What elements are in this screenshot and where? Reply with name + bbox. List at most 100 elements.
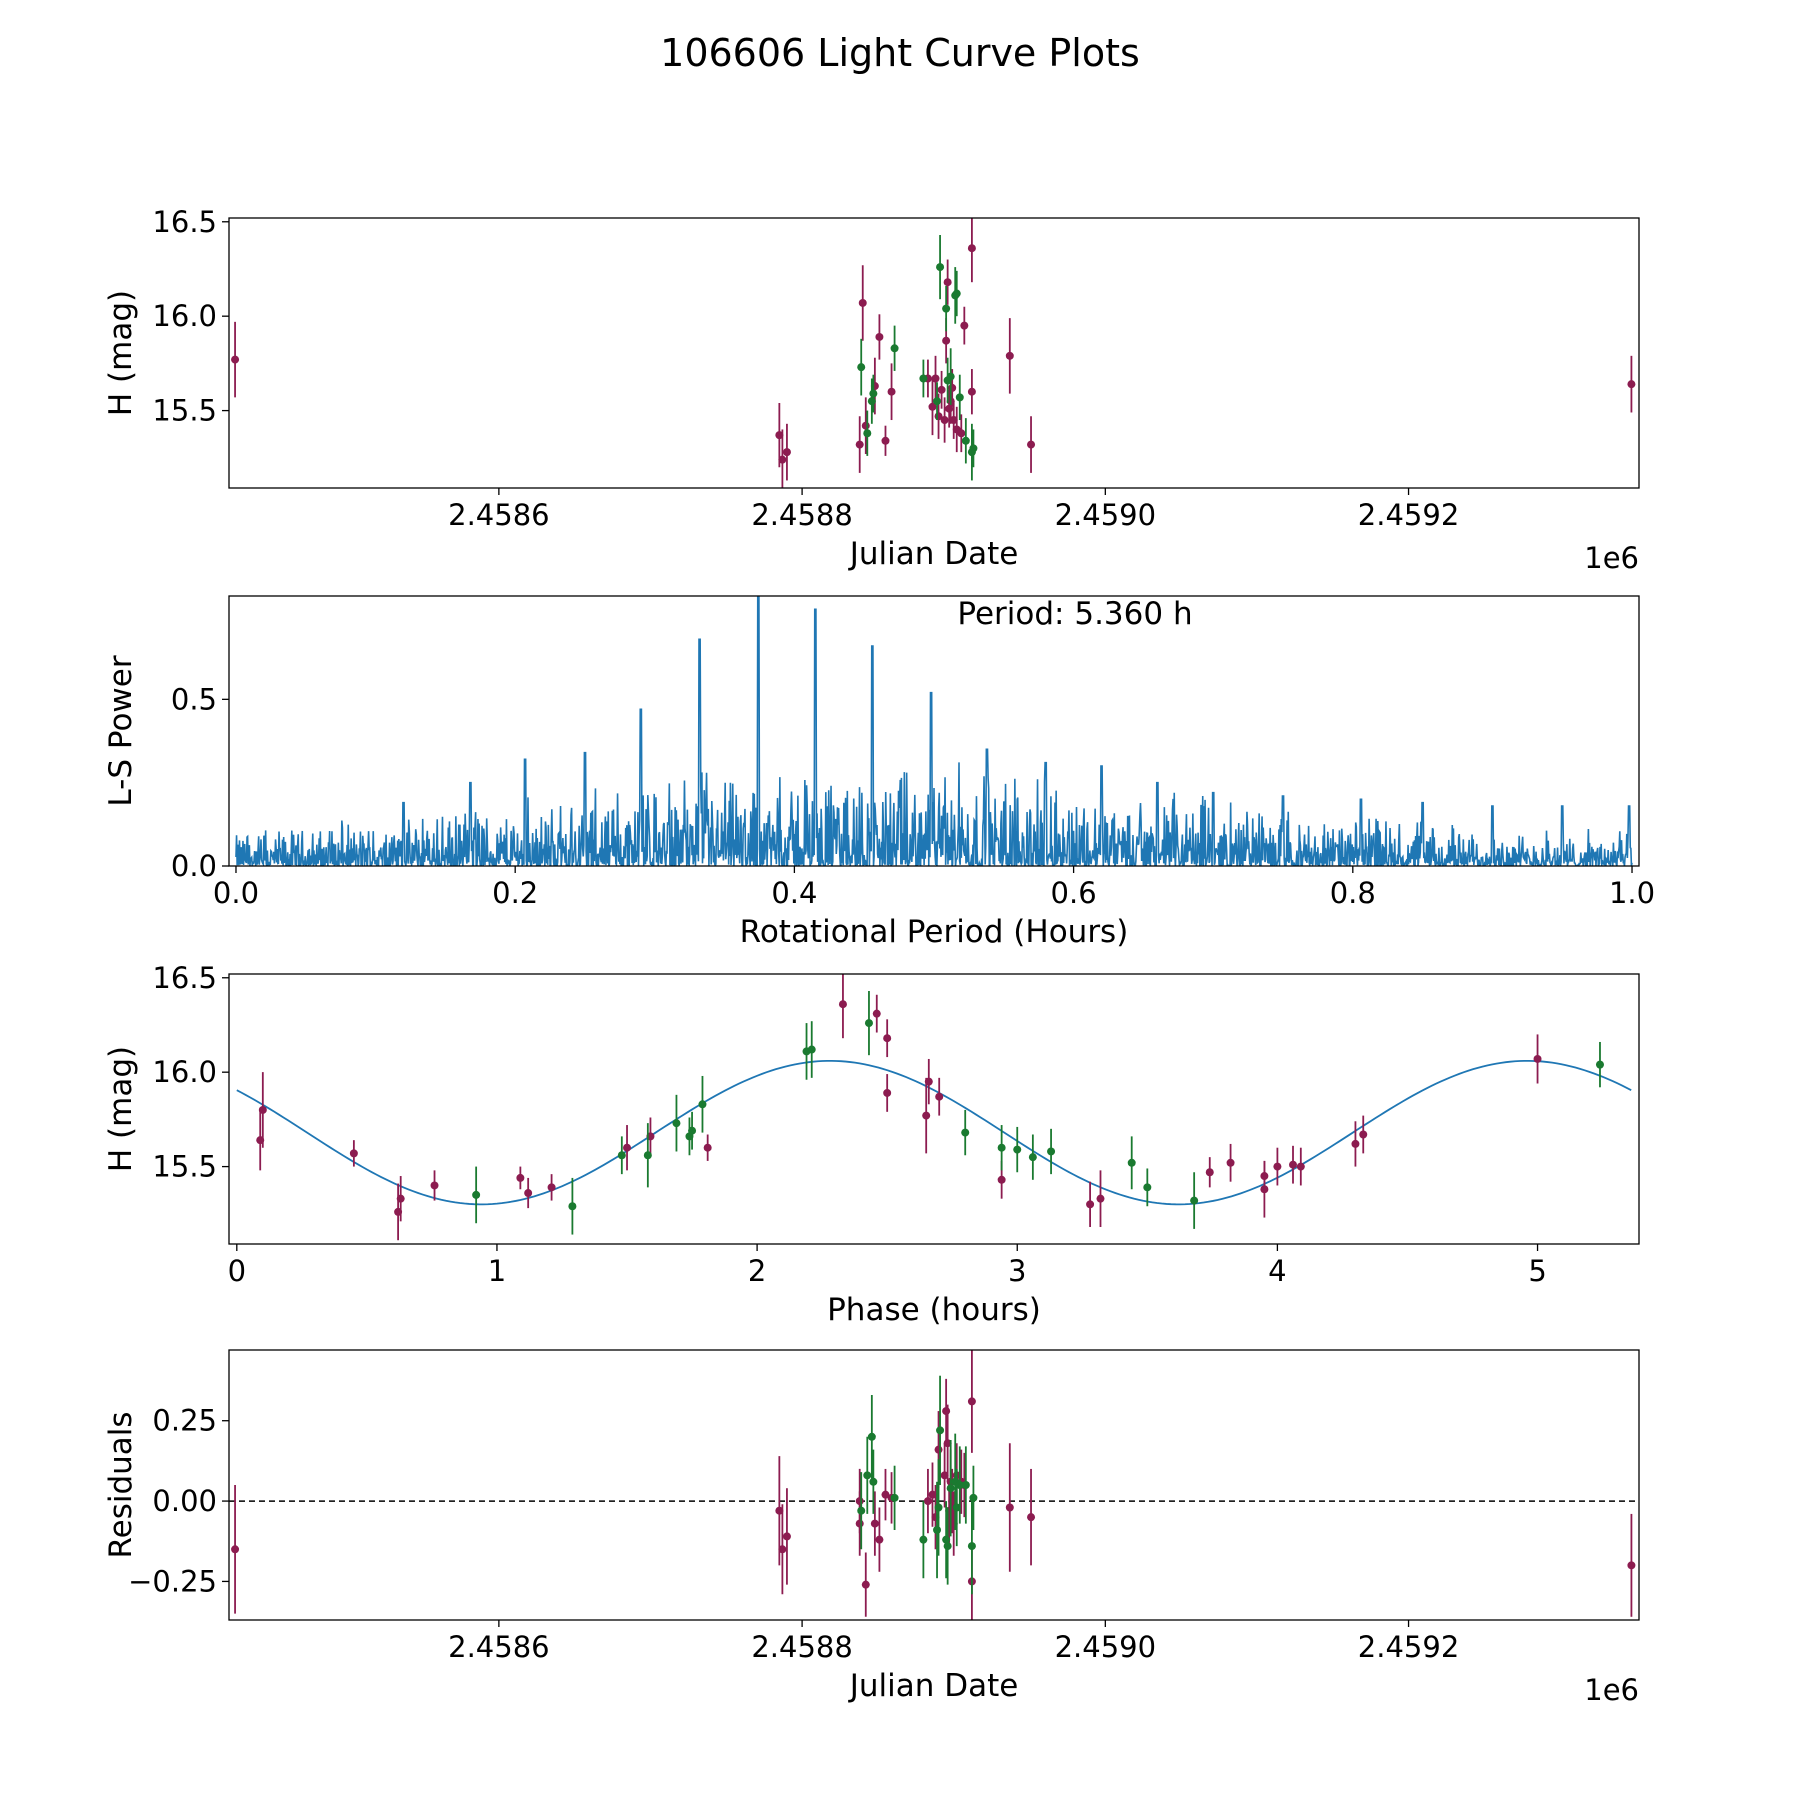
phase-data-point xyxy=(1013,1145,1022,1154)
lc-data-point xyxy=(778,455,787,464)
phase-data-point xyxy=(1047,1147,1056,1156)
res-axes-frame xyxy=(228,1349,1640,1621)
phase-data-point xyxy=(524,1189,533,1198)
res-data-point xyxy=(936,1426,945,1435)
phase-series-purple xyxy=(256,974,1542,1241)
ls-x-tick-label: 1.0 xyxy=(1609,876,1655,910)
lc-data-point xyxy=(942,336,951,345)
lc-series-purple xyxy=(231,218,1636,488)
phase-data-point xyxy=(1260,1185,1269,1194)
res-x-tick-label: 2.4590 xyxy=(1055,1630,1156,1664)
phase-data-point xyxy=(672,1119,681,1128)
phase-data-point xyxy=(1028,1153,1037,1162)
res-data-point xyxy=(934,1503,943,1512)
phase-data-point xyxy=(1273,1162,1282,1171)
res-data-point xyxy=(955,1481,964,1489)
lc-data-point xyxy=(1027,440,1036,449)
phase-data-point xyxy=(838,1000,847,1009)
phase-data-point xyxy=(1190,1196,1199,1205)
lc-data-point xyxy=(881,436,890,445)
res-data-point xyxy=(1627,1561,1636,1570)
lc-data-point xyxy=(943,278,952,287)
ls-y-tick-label: 0.0 xyxy=(171,849,217,883)
lc-data-point xyxy=(940,416,949,425)
res-data-point xyxy=(967,1542,976,1551)
phase-data-point xyxy=(864,1019,873,1028)
res-data-point xyxy=(952,1503,961,1512)
lc-x-tick-label: 2.4592 xyxy=(1358,498,1459,532)
res-data-point xyxy=(934,1445,943,1454)
lc-data-point xyxy=(936,263,945,272)
phase-axes-frame xyxy=(228,973,1640,1245)
lc-data-point xyxy=(890,344,899,353)
phase-series-green xyxy=(472,990,1604,1235)
lc-x-tick-label: 2.4586 xyxy=(448,498,549,532)
phase-data-point xyxy=(617,1151,626,1160)
phase-data-point xyxy=(1296,1162,1305,1171)
res-data-point xyxy=(946,1484,955,1493)
phase-data-point xyxy=(807,1045,816,1054)
phase-data-point xyxy=(430,1181,439,1190)
lc-data-point xyxy=(231,355,240,364)
phase-x-axis-label: Phase (hours) xyxy=(827,1292,1041,1328)
res-data-point xyxy=(940,1471,949,1480)
phase-x-tick-label: 4 xyxy=(1268,1254,1286,1288)
lc-data-point xyxy=(931,374,940,383)
phase-x-tick-label: 5 xyxy=(1528,1254,1546,1288)
lc-data-point xyxy=(858,298,867,307)
res-series-green xyxy=(857,1375,978,1595)
phase-data-point xyxy=(924,1077,933,1086)
phase-data-point xyxy=(1143,1183,1152,1192)
lc-data-point xyxy=(957,429,966,438)
res-data-point xyxy=(861,1580,870,1589)
lc-x-axis-label: Julian Date xyxy=(848,536,1019,572)
phase-data-point xyxy=(997,1175,1006,1184)
phase-data-point xyxy=(883,1034,892,1043)
lc-x-tick-label: 2.4590 xyxy=(1055,498,1156,532)
lc-data-point xyxy=(955,393,964,402)
phase-data-point xyxy=(1205,1168,1214,1177)
lc-data-point xyxy=(775,431,784,440)
phase-data-point xyxy=(1289,1160,1298,1169)
res-data-point xyxy=(943,1542,952,1551)
ls-x-tick-label: 0.6 xyxy=(1051,876,1097,910)
lc-data-point xyxy=(861,421,870,430)
phase-data-point xyxy=(1351,1139,1360,1148)
res-data-point xyxy=(870,1519,879,1528)
res-data-point xyxy=(231,1545,240,1554)
lc-data-point xyxy=(855,440,864,449)
res-data-point xyxy=(881,1490,890,1499)
lc-data-point xyxy=(867,397,876,406)
res-data-point xyxy=(933,1526,942,1534)
res-data-point xyxy=(875,1535,884,1544)
res-y-tick-label: 0.25 xyxy=(152,1404,217,1438)
phase-y-tick-label: 16.5 xyxy=(152,961,217,995)
res-x-tick-label: 2.4592 xyxy=(1358,1630,1459,1664)
res-data-point xyxy=(869,1477,878,1486)
phase-data-point xyxy=(703,1143,712,1152)
lc-data-point xyxy=(961,436,970,445)
res-y-tick-label: −0.25 xyxy=(128,1564,217,1598)
phase-folded-panel: 0 1 2 3 4 5 15.5 16.0 16.5 Phase (hours) H (mag) xyxy=(103,961,1640,1328)
res-data-point xyxy=(855,1519,864,1528)
res-x-offset-label: 1e6 xyxy=(1584,1673,1639,1707)
phase-y-axis-label: H (mag) xyxy=(103,1046,139,1172)
ls-plot-area xyxy=(235,596,1633,866)
res-data-point xyxy=(1005,1503,1014,1512)
phase-data-point xyxy=(1127,1158,1136,1167)
ls-x-tick-label: 0.4 xyxy=(771,876,817,910)
phase-data-point xyxy=(1226,1158,1235,1167)
res-x-axis-label: Julian Date xyxy=(848,1668,1019,1704)
lc-data-point xyxy=(942,304,951,313)
res-data-point xyxy=(928,1490,937,1499)
lc-series-green xyxy=(857,234,978,481)
phase-data-point xyxy=(698,1100,707,1109)
lc-plot-area xyxy=(231,218,1636,488)
phase-data-point xyxy=(1359,1130,1368,1139)
phase-data-point xyxy=(547,1183,556,1192)
phase-data-point xyxy=(258,1105,267,1114)
lc-data-point xyxy=(1005,351,1014,360)
lc-y-tick-label: 16.5 xyxy=(152,205,217,239)
ls-x-axis-label: Rotational Period (Hours) xyxy=(740,914,1129,950)
